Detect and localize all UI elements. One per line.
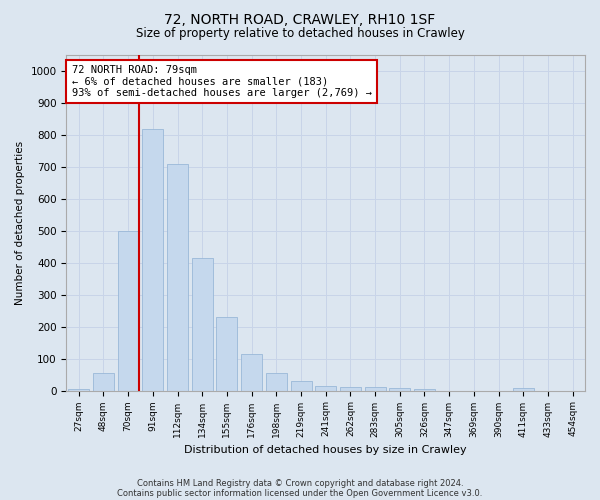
Bar <box>365 388 386 390</box>
Bar <box>414 389 435 390</box>
Bar <box>118 231 139 390</box>
X-axis label: Distribution of detached houses by size in Crawley: Distribution of detached houses by size … <box>184 445 467 455</box>
Text: Size of property relative to detached houses in Crawley: Size of property relative to detached ho… <box>136 28 464 40</box>
Bar <box>93 373 114 390</box>
Bar <box>315 386 336 390</box>
Y-axis label: Number of detached properties: Number of detached properties <box>15 140 25 305</box>
Bar <box>513 388 534 390</box>
Bar <box>266 373 287 390</box>
Text: Contains HM Land Registry data © Crown copyright and database right 2024.: Contains HM Land Registry data © Crown c… <box>137 478 463 488</box>
Text: 72, NORTH ROAD, CRAWLEY, RH10 1SF: 72, NORTH ROAD, CRAWLEY, RH10 1SF <box>164 12 436 26</box>
Bar <box>167 164 188 390</box>
Text: Contains public sector information licensed under the Open Government Licence v3: Contains public sector information licen… <box>118 488 482 498</box>
Bar <box>68 389 89 390</box>
Bar <box>290 381 311 390</box>
Bar <box>340 388 361 390</box>
Bar <box>389 388 410 390</box>
Bar <box>192 258 213 390</box>
Bar <box>241 354 262 391</box>
Bar <box>142 128 163 390</box>
Bar <box>217 317 238 390</box>
Text: 72 NORTH ROAD: 79sqm
← 6% of detached houses are smaller (183)
93% of semi-detac: 72 NORTH ROAD: 79sqm ← 6% of detached ho… <box>71 65 371 98</box>
